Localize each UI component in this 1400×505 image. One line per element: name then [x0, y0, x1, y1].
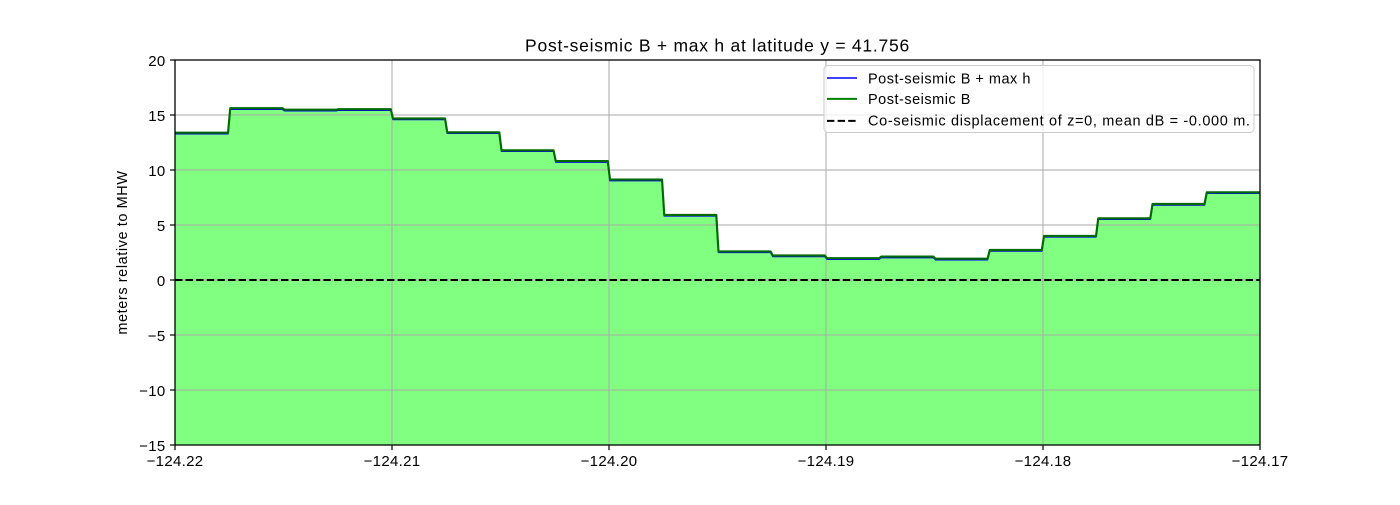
svg-text:Post-seismic B: Post-seismic B	[868, 92, 971, 108]
svg-text:Co-seismic displacement of z=0: Co-seismic displacement of z=0, mean dB …	[868, 113, 1251, 129]
svg-text:−124.21: −124.21	[364, 453, 421, 470]
svg-text:Post-seismic B + max h at lati: Post-seismic B + max h at latitude y = 4…	[525, 36, 910, 56]
svg-text:−124.19: −124.19	[798, 453, 855, 470]
svg-text:10: 10	[148, 163, 165, 180]
svg-text:15: 15	[148, 108, 165, 125]
svg-text:0: 0	[157, 273, 166, 290]
svg-text:5: 5	[157, 218, 166, 235]
svg-text:−124.22: −124.22	[147, 453, 204, 470]
svg-text:−5: −5	[148, 328, 166, 345]
svg-text:−124.20: −124.20	[581, 453, 638, 470]
svg-text:Post-seismic B + max h: Post-seismic B + max h	[868, 71, 1031, 87]
svg-text:−10: −10	[139, 383, 165, 400]
svg-text:−124.18: −124.18	[1015, 453, 1072, 470]
svg-text:meters relative to MHW: meters relative to MHW	[115, 170, 131, 334]
svg-text:−124.17: −124.17	[1232, 453, 1289, 470]
svg-text:−15: −15	[139, 438, 165, 455]
svg-text:20: 20	[148, 53, 165, 70]
